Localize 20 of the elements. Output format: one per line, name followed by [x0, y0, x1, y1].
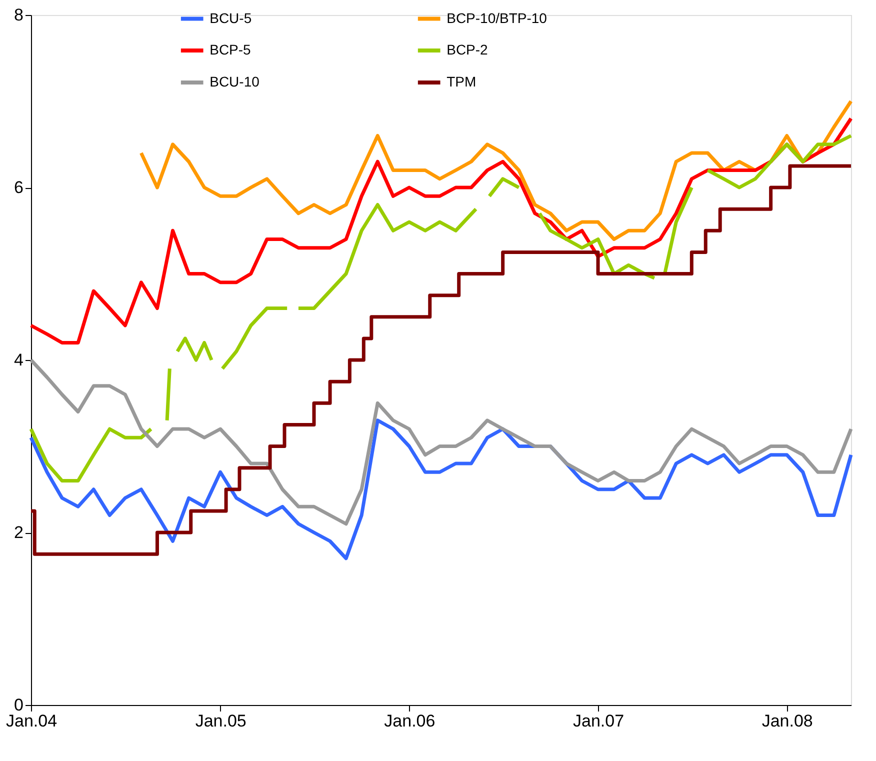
line-series: [29, 358, 853, 526]
x-tick-label: Jan.07: [572, 712, 624, 730]
legend-label: BCP-2: [446, 42, 488, 58]
y-tick-label: 8: [14, 6, 24, 24]
y-tick-label: 6: [14, 178, 24, 197]
x-tick-label: Jan.04: [6, 712, 58, 730]
y-tick-label: 4: [14, 350, 24, 370]
line-series: [29, 116, 853, 344]
x-tick-label: Jan.05: [195, 712, 246, 730]
y-tick-label: 0: [14, 696, 24, 714]
legend-label: BCP-10/BTP-10: [446, 10, 548, 26]
y-tick-label: 2: [14, 523, 24, 542]
x-tick-label: Jan.08: [762, 712, 813, 730]
line-series: [139, 100, 853, 241]
legend-label: TPM: [446, 74, 476, 90]
legend-label: BCP-5: [210, 42, 252, 58]
legend-label: BCU-5: [210, 10, 252, 26]
line-series: [29, 418, 853, 560]
x-tick-label: Jan.06: [384, 712, 436, 730]
legend-label: BCU-10: [210, 74, 260, 90]
